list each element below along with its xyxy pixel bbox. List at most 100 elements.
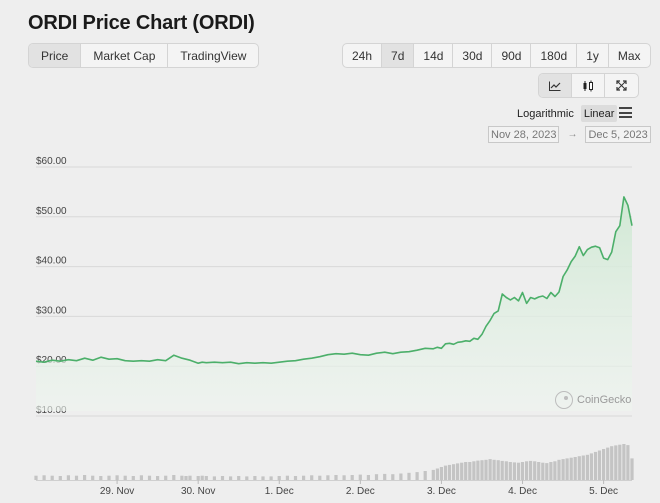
volume-bar: [164, 475, 168, 480]
volume-bar: [91, 475, 95, 480]
volume-bar: [549, 462, 553, 480]
volume-bar: [277, 476, 281, 480]
volume-bar: [569, 457, 573, 480]
time-range-selector: 24h 7d 14d 30d 90d 180d 1y Max: [342, 43, 651, 68]
volume-bar: [472, 461, 476, 480]
range-180d-button[interactable]: 180d: [531, 44, 578, 67]
volume-bar: [285, 475, 289, 480]
volume-bar: [460, 462, 464, 480]
price-line: [35, 196, 633, 365]
y-tick-label: $50.00: [36, 206, 67, 217]
scale-toggle: Logarithmic Linear: [514, 105, 618, 122]
volume-bar: [545, 463, 549, 480]
volume-bar: [50, 475, 54, 480]
volume-bar: [204, 476, 208, 480]
volume-bar: [123, 475, 127, 480]
volume-bar: [212, 476, 216, 480]
volume-bar: [520, 462, 525, 480]
x-tick-label: 5. Dec: [589, 486, 618, 497]
volume-bar: [508, 462, 512, 480]
volume-bar: [374, 474, 379, 480]
coingecko-logo-icon: [555, 391, 573, 409]
volume-bar: [593, 451, 598, 480]
volume-bar: [237, 476, 241, 480]
volume-bar: [115, 475, 119, 480]
volume-bar: [606, 447, 610, 480]
volume-bar: [184, 476, 188, 480]
volume-bar: [488, 459, 492, 480]
volume-bar: [407, 472, 411, 480]
volume-bar: [618, 444, 622, 480]
watermark-text: CoinGecko: [577, 394, 632, 406]
volume-bar: [74, 475, 79, 480]
volume-bar: [512, 462, 516, 480]
volume-bar: [589, 453, 593, 480]
volume-bar: [415, 472, 419, 480]
volume-bar: [456, 463, 460, 480]
volume-bar: [464, 462, 468, 480]
candlestick-icon: [583, 80, 593, 91]
volume-bar: [334, 475, 338, 480]
date-from-input[interactable]: Nov 28, 2023: [488, 126, 560, 143]
tab-market-cap[interactable]: Market Cap: [81, 44, 169, 67]
x-tick-label: 3. Dec: [427, 486, 456, 497]
tab-tradingview[interactable]: TradingView: [180, 48, 247, 63]
volume-bar: [326, 475, 330, 480]
volume-bar: [350, 475, 354, 480]
volume-bar: [58, 476, 62, 480]
volume-bar: [622, 444, 626, 480]
range-7d-button[interactable]: 7d: [382, 44, 415, 67]
y-tick-label: $60.00: [36, 156, 67, 167]
volume-bar: [492, 459, 496, 480]
volume-bar: [557, 459, 561, 480]
volume-bar: [293, 476, 298, 480]
volume-bar: [245, 476, 249, 480]
volume-bar: [180, 475, 184, 480]
volume-bar: [269, 476, 273, 480]
tab-price[interactable]: Price: [29, 44, 82, 67]
range-max-button[interactable]: Max: [617, 48, 641, 63]
range-1y-button[interactable]: 1y: [577, 44, 609, 67]
range-30d-button[interactable]: 30d: [453, 44, 493, 67]
volume-bar: [537, 462, 541, 480]
volume-bar: [391, 474, 395, 480]
volume-bar: [147, 475, 152, 480]
volume-bar: [525, 461, 529, 480]
volume-bar: [533, 461, 537, 480]
line-chart-button[interactable]: [539, 74, 572, 97]
volume-bar: [42, 475, 46, 480]
date-range: Nov 28, 2023 → Dec 5, 2023: [488, 126, 651, 143]
range-90d-button[interactable]: 90d: [492, 44, 532, 67]
volume-bar: [468, 462, 472, 480]
volume-bar: [597, 450, 602, 480]
volume-bar: [318, 475, 322, 480]
volume-bar: [66, 475, 70, 480]
volume-bar: [358, 474, 362, 480]
scale-logarithmic-option[interactable]: Logarithmic: [517, 107, 574, 120]
volume-bar: [573, 457, 577, 480]
scale-linear-option[interactable]: Linear: [580, 105, 618, 122]
volume-bar: [34, 475, 38, 480]
candlestick-button[interactable]: [572, 74, 605, 97]
volume-bar: [439, 467, 443, 480]
volume-bar: [504, 461, 508, 480]
volume-bar: [561, 459, 565, 480]
expand-button[interactable]: [605, 74, 638, 97]
volume-bar: [99, 476, 103, 480]
volume-bar: [484, 459, 488, 480]
x-tick-label: 2. Dec: [346, 486, 375, 497]
hamburger-menu-icon[interactable]: [619, 107, 632, 118]
volume-bar: [200, 475, 204, 480]
x-tick-label: 1. Dec: [265, 486, 294, 497]
date-to-input[interactable]: Dec 5, 2023: [585, 126, 651, 143]
range-14d-button[interactable]: 14d: [414, 44, 454, 67]
range-24h-button[interactable]: 24h: [343, 44, 383, 67]
x-tick-label: 30. Nov: [181, 486, 215, 497]
volume-bar: [131, 476, 135, 480]
volume-bar: [423, 471, 427, 480]
volume-bar: [541, 462, 545, 480]
volume-bar: [610, 446, 614, 480]
volume-bar: [630, 458, 634, 480]
y-tick-label: $30.00: [36, 305, 67, 316]
